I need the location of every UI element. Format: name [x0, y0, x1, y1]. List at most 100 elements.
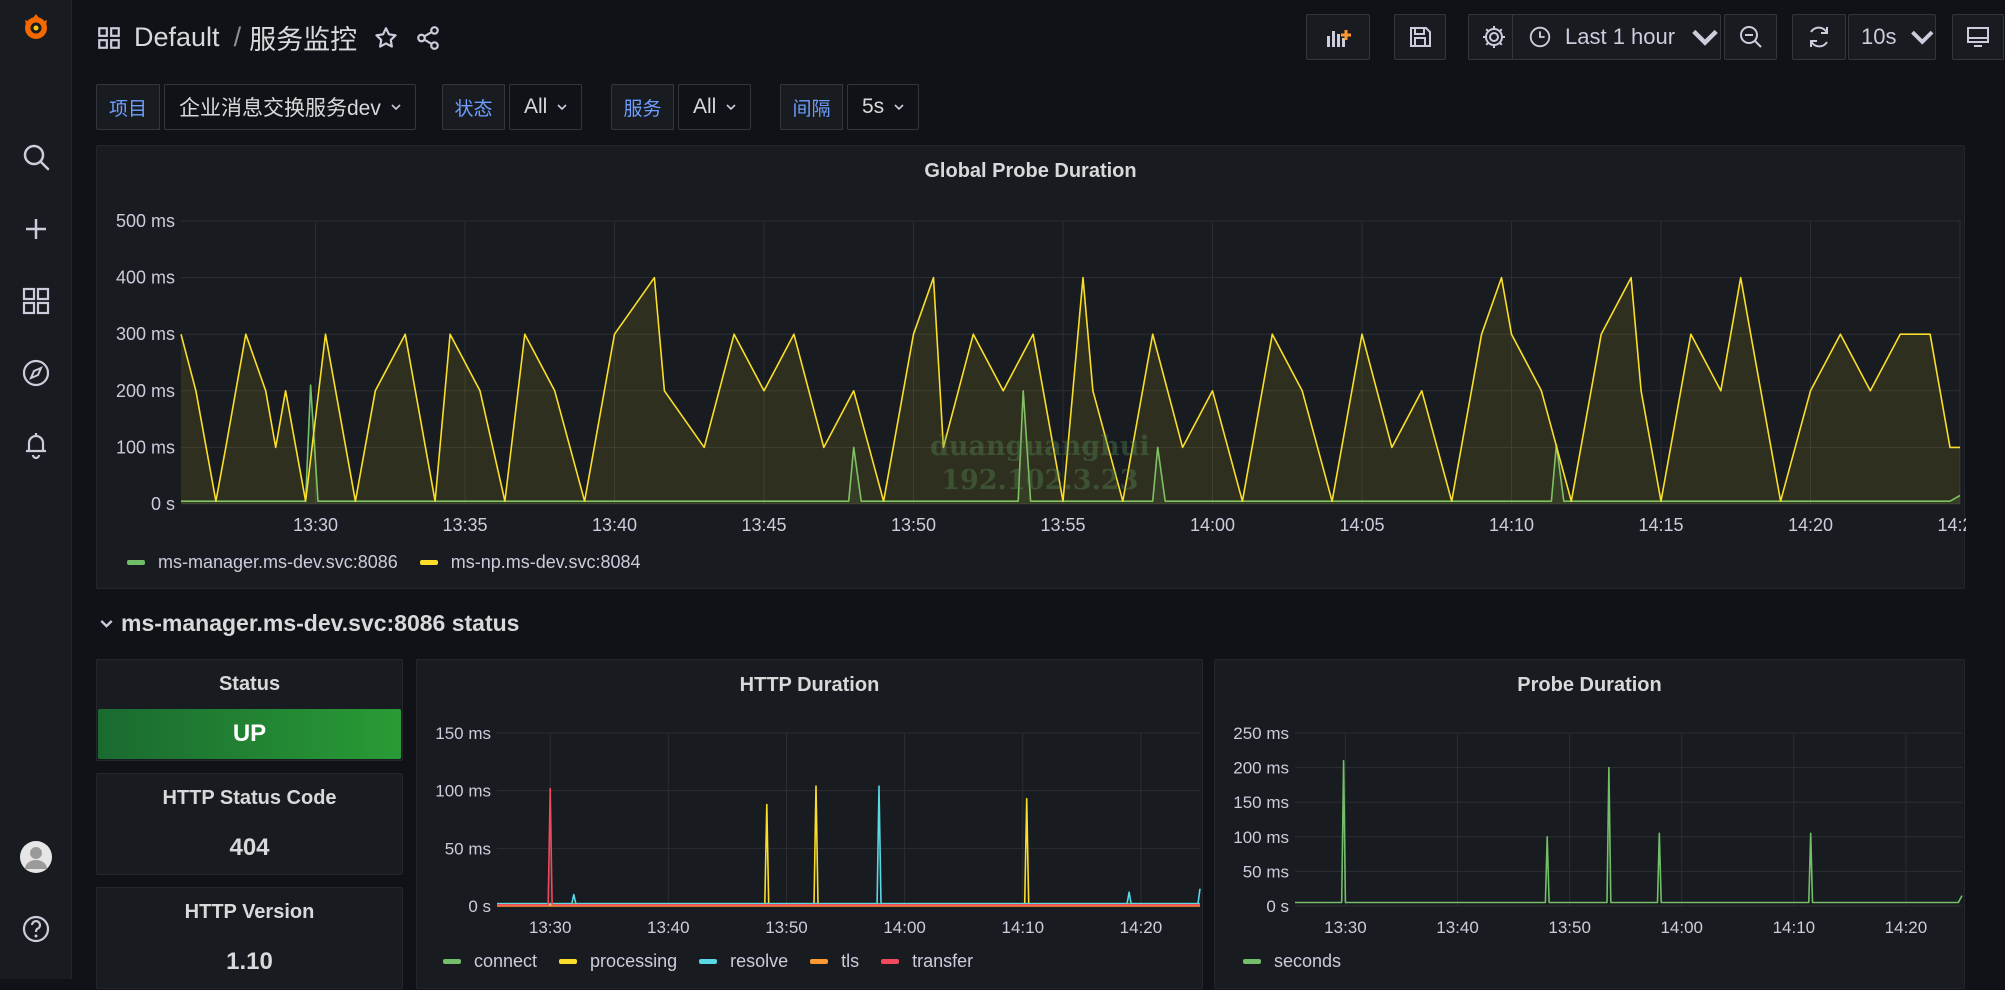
grafana-logo-icon[interactable]: [17, 8, 55, 46]
x-tick-label: 13:30: [293, 515, 338, 535]
legend-item[interactable]: seconds: [1243, 951, 1341, 972]
add-panel-button[interactable]: [1306, 14, 1370, 60]
breadcrumb: Default / 服务监控: [96, 18, 441, 57]
legend-swatch: [127, 560, 145, 565]
search-icon[interactable]: [17, 138, 55, 176]
probe-duration-chart[interactable]: 0 s 50 ms 100 ms 150 ms 200 ms 250 ms 13:30 13:…: [1215, 660, 1966, 990]
refresh-icon: [1810, 26, 1828, 48]
x-tick-label: 13:40: [592, 515, 637, 535]
dashboard-title[interactable]: 服务监控: [249, 25, 358, 55]
x-tick-label: 14:05: [1339, 515, 1384, 535]
http-duration-chart[interactable]: 0 s 50 ms 100 ms 150 ms 13:30 13:40 13:50 14:00…: [417, 660, 1204, 990]
http-status-code-panel[interactable]: HTTP Status Code 404: [96, 773, 403, 875]
variable-value: All: [693, 95, 717, 118]
legend-label: connect: [474, 951, 538, 971]
probe-duration-panel[interactable]: Probe Duration 0 s 50 ms 100 ms 150 ms 200 m…: [1214, 659, 1965, 989]
x-tick-label: 14:20: [1885, 918, 1928, 937]
http-duration-panel[interactable]: HTTP Duration 0 s 50 ms 100 ms 150 ms 13:30 1…: [416, 659, 1203, 989]
series-line: [180, 276, 1960, 502]
x-tick-label: 14:20: [1120, 918, 1163, 937]
y-tick-label: 400 ms: [116, 268, 175, 288]
clock-icon: [1529, 26, 1551, 48]
panel-title: Global Probe Duration: [924, 160, 1137, 182]
x-tick-label: 13:45: [742, 515, 787, 535]
y-tick-label: 0 s: [151, 494, 175, 514]
dashboards-icon[interactable]: [17, 282, 55, 320]
legend-item[interactable]: processing: [559, 951, 677, 972]
legend-label: seconds: [1274, 951, 1342, 971]
x-tick-label: 13:40: [1436, 918, 1479, 937]
variable-value: 企业消息交换服务dev: [179, 97, 381, 120]
legend-item[interactable]: resolve: [699, 951, 788, 972]
http-version-panel[interactable]: HTTP Version 1.10: [96, 887, 403, 989]
chart-legend: seconds: [1243, 951, 1341, 972]
variable-value: All: [524, 95, 548, 118]
alerting-bell-icon[interactable]: [17, 426, 55, 464]
legend-item[interactable]: tls: [810, 951, 859, 972]
legend-swatch: [881, 959, 900, 964]
user-avatar-icon[interactable]: [17, 838, 55, 876]
watermark-line: duanguanghui: [930, 431, 1150, 462]
chevron-down-icon: [557, 104, 567, 111]
legend-item[interactable]: connect: [443, 951, 537, 972]
status-stat-panel[interactable]: Status UP: [96, 659, 403, 761]
stat-title: Status: [218, 673, 281, 695]
cycle-view-mode-button[interactable]: [1952, 14, 2004, 60]
refresh-interval-picker[interactable]: 10s: [1848, 14, 1936, 60]
row-header[interactable]: ms-manager.ms-dev.svc:8086 status: [100, 610, 519, 637]
plus-icon[interactable]: [17, 210, 55, 248]
series-area: [181, 277, 1960, 504]
row-title: ms-manager.ms-dev.svc:8086 status: [121, 610, 520, 636]
zoom-out-icon: [1739, 26, 1762, 48]
y-tick-label: 150 ms: [1233, 793, 1289, 812]
y-tick-label: 100 ms: [116, 437, 175, 457]
variable-service-select[interactable]: All: [678, 84, 752, 130]
legend-swatch: [699, 959, 718, 964]
x-tick-label: 14:10: [1773, 918, 1816, 937]
legend-item[interactable]: transfer: [881, 951, 973, 972]
help-icon[interactable]: [17, 910, 55, 948]
watermark: duanguanghui 192.102.3.23: [930, 430, 1150, 498]
save-icon: [1410, 27, 1431, 47]
y-tick-label: 50 ms: [445, 839, 491, 858]
x-tick-label: 14:10: [1489, 515, 1534, 535]
variable-project-select[interactable]: 企业消息交换服务dev: [164, 84, 416, 130]
star-icon[interactable]: [373, 25, 399, 51]
series-line: [1295, 759, 1963, 904]
legend-item[interactable]: ms-manager.ms-dev.svc:8086: [127, 552, 398, 573]
legend-label: transfer: [912, 951, 974, 971]
legend-label: processing: [590, 951, 678, 971]
legend-label: resolve: [730, 951, 789, 971]
watermark-line: 192.102.3.23: [941, 465, 1139, 496]
x-tick-label: 13:50: [891, 515, 936, 535]
breadcrumb-folder[interactable]: Default: [134, 22, 220, 52]
breadcrumb-separator: /: [233, 22, 242, 52]
legend-item[interactable]: ms-np.ms-dev.svc:8084: [419, 552, 641, 573]
zoom-out-button[interactable]: [1724, 14, 1777, 60]
variable-label: 服务: [611, 84, 674, 130]
y-tick-label: 250 ms: [1233, 724, 1289, 743]
variable-interval-select[interactable]: 5s: [847, 84, 920, 130]
stat-title: HTTP Status Code: [162, 787, 337, 809]
x-tick-label: 13:40: [647, 918, 690, 937]
global-probe-duration-panel[interactable]: Global Probe Duration 0 s 100 ms 200 ms 300…: [96, 145, 1966, 590]
global-probe-duration-chart[interactable]: 0 s 100 ms 200 ms 300 ms 400 ms 500 ms 13:30 13…: [97, 146, 1966, 590]
x-tick-label: 14:25: [1937, 515, 1966, 535]
legend-label: ms-np.ms-dev.svc:8084: [450, 552, 641, 572]
y-tick-label: 0 s: [468, 897, 491, 916]
variable-status-select[interactable]: All: [509, 84, 583, 130]
share-icon[interactable]: [415, 25, 441, 51]
save-dashboard-button[interactable]: [1394, 14, 1446, 60]
status-value: UP: [98, 709, 401, 759]
x-tick-label: 14:00: [1190, 515, 1235, 535]
x-tick-label: 14:00: [883, 918, 926, 937]
chevron-down-icon: [1911, 30, 1934, 45]
legend-swatch: [810, 959, 829, 964]
panel-title: HTTP Duration: [739, 674, 880, 696]
time-range-picker[interactable]: Last 1 hour: [1512, 14, 1721, 60]
refresh-button[interactable]: [1792, 14, 1846, 60]
variable-label: 间隔: [780, 84, 843, 130]
side-menu: [0, 0, 72, 979]
explore-compass-icon[interactable]: [17, 354, 55, 392]
x-tick-label: 14:10: [1001, 918, 1044, 937]
